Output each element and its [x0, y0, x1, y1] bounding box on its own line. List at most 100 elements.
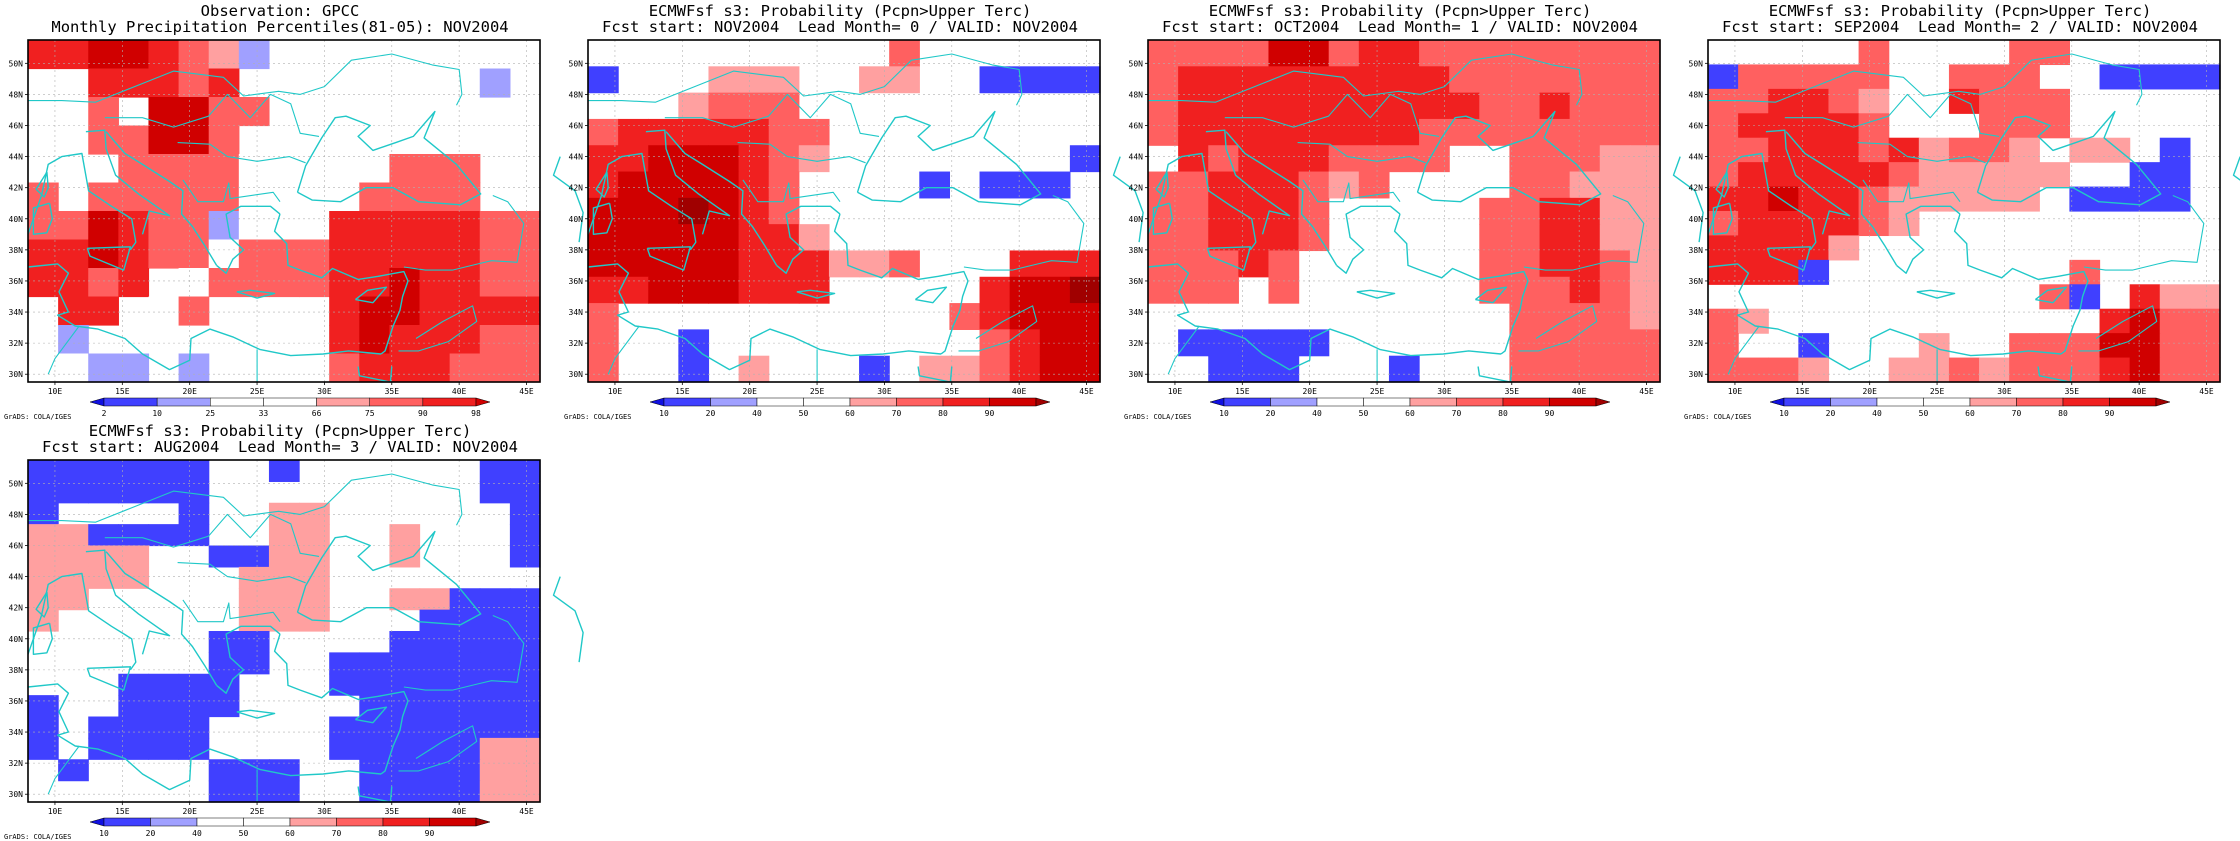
grid-cell	[1359, 93, 1390, 120]
grid-cell	[588, 119, 619, 146]
grid-cell	[118, 738, 149, 760]
grid-cell	[1419, 93, 1450, 120]
grid-cell	[1070, 303, 1101, 330]
lat-tick-label: 40N	[1129, 215, 1144, 224]
grid-cell	[329, 297, 360, 326]
lat-tick-label: 36N	[569, 277, 584, 286]
grid-cell	[1040, 303, 1071, 330]
grid-cell	[58, 268, 89, 297]
colorbar-swatch	[804, 398, 851, 406]
grid-cell	[359, 652, 390, 674]
grid-cell	[1600, 329, 1631, 356]
lat-tick-label: 30N	[1129, 370, 1144, 379]
colorbar-label: 60	[1405, 409, 1415, 418]
lat-tick-label: 50N	[569, 59, 584, 68]
lon-tick-label: 35E	[1505, 387, 1520, 396]
grid-cell	[678, 250, 709, 277]
grid-cell	[179, 695, 210, 717]
grid-cell	[1708, 211, 1739, 236]
lat-tick-label: 44N	[1129, 153, 1144, 162]
grid-cell	[510, 240, 541, 269]
grid-cell	[2130, 284, 2161, 309]
grid-cell	[1540, 172, 1571, 199]
grid-cell	[1708, 309, 1739, 334]
colorbar-swatch	[1224, 398, 1271, 406]
grid-cell	[359, 674, 390, 696]
grid-cell	[179, 460, 210, 482]
panel-forecast-lead1: ECMWFsf s3: Probability (Pcpn>Upper Terc…	[1120, 0, 1680, 420]
lat-tick-label: 34N	[9, 728, 24, 737]
grid-cell	[148, 240, 179, 269]
grid-cell	[239, 546, 270, 568]
grid-cell	[480, 674, 511, 696]
grid-cell	[209, 40, 240, 69]
colorbar-label: 80	[378, 829, 388, 838]
lon-tick-label: 10E	[48, 387, 63, 396]
colorbar-label: 60	[285, 829, 295, 838]
grid-cell	[1329, 40, 1360, 67]
grid-cell	[1070, 356, 1101, 383]
grid-cell	[1040, 356, 1071, 383]
colorbar-swatch	[290, 818, 337, 826]
grid-cell	[2190, 64, 2221, 89]
grid-cell	[28, 717, 59, 739]
grid-cell	[1738, 138, 1769, 163]
grid-cell	[299, 546, 330, 568]
grid-cell	[2039, 89, 2070, 114]
grid-cell	[1600, 303, 1631, 330]
grid-cell	[1329, 172, 1360, 199]
grid-cell	[1768, 64, 1799, 89]
grid-cell	[118, 717, 149, 739]
grid-cell	[420, 652, 451, 674]
grid-cell	[2100, 309, 2131, 334]
grid-cell	[1600, 40, 1631, 67]
lat-tick-label: 40N	[569, 215, 584, 224]
grid-cell	[118, 40, 149, 69]
colorbar-swatch	[1317, 398, 1364, 406]
grid-cell	[480, 268, 511, 297]
grid-cell	[949, 356, 980, 383]
lat-tick-label: 46N	[9, 542, 24, 551]
grid-cell	[1010, 66, 1041, 93]
grid-cell	[859, 356, 890, 383]
grid-cell	[1419, 66, 1450, 93]
lon-tick-label: 35E	[385, 387, 400, 396]
grid-cell	[179, 69, 210, 98]
grid-cell	[2160, 284, 2191, 309]
grid-cell	[588, 66, 619, 93]
grid-cell	[480, 297, 511, 326]
grid-cell	[2039, 40, 2070, 65]
colorbar-swatch	[1550, 398, 1597, 406]
grid-cell	[450, 268, 481, 297]
grid-cell	[1919, 333, 1950, 358]
grid-cell	[480, 69, 511, 98]
lat-tick-label: 48N	[9, 510, 24, 519]
lon-tick-label: 40E	[452, 807, 467, 816]
colorbar-swatch	[244, 818, 291, 826]
colorbar-swatch	[1364, 398, 1411, 406]
colorbar-end-low	[1210, 398, 1224, 406]
grid-cell	[510, 481, 541, 503]
grid-cell	[389, 240, 420, 269]
grid-cell	[1509, 198, 1540, 225]
lon-tick-label: 40E	[452, 387, 467, 396]
grid-cell	[209, 781, 240, 803]
colorbar-swatch	[1924, 398, 1971, 406]
grid-cell	[329, 717, 360, 739]
colorbar-label: 80	[1498, 409, 1508, 418]
panel-obs-gpcc: Observation: GPCC Monthly Precipitation …	[0, 0, 560, 420]
grid-cell	[1479, 224, 1510, 251]
grid-cell	[2009, 138, 2040, 163]
grid-cell	[1889, 358, 1920, 383]
grid-cell	[389, 652, 420, 674]
grid-cell	[1889, 162, 1920, 187]
coastline	[554, 577, 584, 663]
colorbar-end-low	[650, 398, 664, 406]
colorbar-swatch	[757, 398, 804, 406]
grid-cell	[329, 268, 360, 297]
grid-cell	[179, 154, 210, 183]
grid-cell	[28, 524, 59, 546]
grid-cell	[1859, 211, 1890, 236]
grid-cell	[1570, 145, 1601, 172]
